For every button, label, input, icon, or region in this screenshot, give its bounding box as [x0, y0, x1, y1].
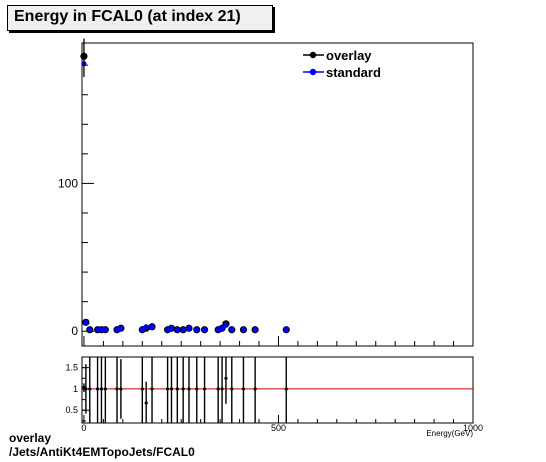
ratio-point	[140, 387, 144, 391]
ratio-point	[115, 387, 119, 391]
ratio-point	[220, 387, 224, 391]
ratio-x-tick-label: 500	[271, 423, 286, 433]
ratio-point	[169, 387, 174, 391]
ratio-point	[150, 387, 154, 391]
ratio-point	[202, 387, 207, 391]
chart-title: Energy in FCAL0 (at index 21)	[14, 8, 241, 25]
x-axis-label: Energy(GeV)	[426, 429, 473, 438]
ratio-point	[103, 387, 107, 391]
ratio-point	[187, 387, 191, 391]
ratio-y-tick-label: 0.5	[65, 405, 78, 415]
standard-point	[94, 327, 101, 333]
ratio-point	[230, 387, 234, 391]
legend-label-overlay: overlay	[326, 48, 372, 63]
standard-point	[143, 324, 149, 330]
legend-marker-overlay	[309, 51, 317, 59]
main-plot-frame	[81, 42, 474, 347]
standard-point	[83, 319, 89, 325]
ratio-point	[99, 387, 104, 391]
y-tick-label: 0	[71, 324, 78, 338]
ratio-point	[119, 387, 123, 391]
standard-point	[102, 327, 108, 333]
ratio-y-tick-label: 1	[73, 384, 78, 394]
ratio-point	[284, 387, 288, 391]
ratio-point	[175, 387, 179, 391]
ratio-point	[216, 387, 220, 391]
ratio-x-tick-label: 1000	[463, 423, 483, 433]
ratio-plot-frame	[81, 356, 474, 424]
ratio-point	[224, 376, 228, 380]
ratio-point	[95, 387, 100, 391]
standard-point	[149, 324, 155, 330]
legend-label-standard: standard	[326, 65, 381, 80]
standard-point	[174, 327, 180, 333]
footer-label: overlay	[9, 431, 52, 445]
ratio-point	[195, 387, 199, 391]
standard-point	[186, 325, 192, 331]
standard-point	[240, 327, 247, 333]
ratio-x-tick-label: 0	[81, 423, 86, 433]
standard-point	[180, 327, 186, 333]
series-standard	[81, 61, 289, 333]
title-box: Energy in FCAL0 (at index 21)	[7, 5, 273, 31]
standard-point	[168, 325, 175, 331]
standard-point	[139, 327, 145, 333]
standard-point	[98, 327, 105, 333]
ratio-point	[84, 387, 88, 391]
ratio-point	[144, 401, 148, 405]
ratio-y-tick-label: 1.5	[65, 363, 78, 373]
series-overlay	[80, 52, 290, 334]
legend-marker-standard	[309, 68, 317, 76]
ratio-point	[241, 387, 246, 391]
y-tick-label: 100	[58, 176, 78, 190]
ratio-point	[88, 387, 92, 391]
standard-point	[229, 327, 235, 333]
standard-point	[201, 327, 208, 333]
standard-point	[87, 327, 93, 333]
series-ratio	[82, 357, 288, 423]
standard-point	[194, 327, 200, 333]
ratio-point	[181, 387, 185, 391]
ratio-point	[165, 387, 170, 391]
ratio-point	[253, 387, 257, 391]
standard-point	[283, 327, 289, 333]
standard-point	[219, 325, 225, 331]
standard-point	[118, 325, 124, 331]
standard-point	[252, 327, 258, 333]
standard-point	[223, 322, 229, 328]
footer-path: /Jets/AntiKt4EMTopoJets/FCAL0	[9, 445, 195, 459]
